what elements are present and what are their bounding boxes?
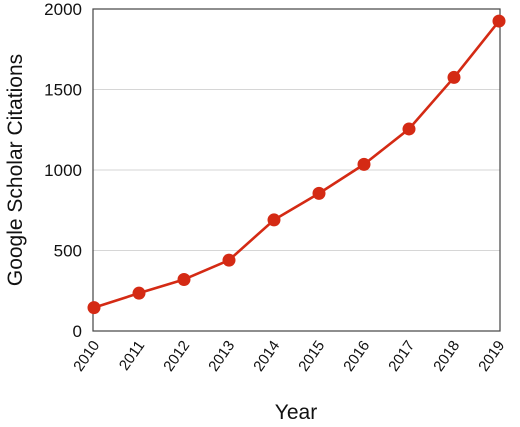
data-point-2011 xyxy=(132,286,146,300)
y-tick-label: 0 xyxy=(73,322,82,341)
y-axis-title: Google Scholar Citations xyxy=(4,54,27,286)
gridlines xyxy=(93,89,500,251)
x-tick-label: 2019 xyxy=(475,338,508,375)
x-tick-label: 2015 xyxy=(295,338,328,375)
data-point-2010 xyxy=(87,301,101,315)
data-point-2013 xyxy=(222,253,236,267)
x-tick-label: 2016 xyxy=(340,338,373,375)
data-point-2019 xyxy=(492,14,506,28)
data-point-2016 xyxy=(357,157,371,171)
series-line xyxy=(93,20,501,309)
x-axis-ticks: 2010 2011 2012 2013 2014 2015 2016 2017 2018 2019 xyxy=(70,338,508,375)
series-points xyxy=(87,14,506,315)
y-tick-label: 500 xyxy=(54,242,82,261)
x-tick-label: 2012 xyxy=(160,338,193,375)
plot-frame xyxy=(92,8,501,332)
x-tick-label: 2017 xyxy=(385,338,418,375)
y-tick-label: 2000 xyxy=(44,0,82,19)
data-point-2017 xyxy=(402,122,416,136)
x-tick-label: 2014 xyxy=(250,338,283,375)
y-tick-label: 1500 xyxy=(44,81,82,100)
x-tick-label: 2018 xyxy=(430,338,463,375)
x-axis-title: Year xyxy=(275,401,317,424)
data-point-2015 xyxy=(312,186,326,200)
x-tick-label: 2011 xyxy=(116,338,148,374)
y-tick-label: 1000 xyxy=(44,161,82,180)
data-point-2018 xyxy=(447,70,461,84)
x-tick-label: 2013 xyxy=(205,338,238,375)
y-axis-ticks: 0 500 1000 1500 2000 xyxy=(44,0,82,341)
data-point-2012 xyxy=(177,272,191,286)
data-point-2014 xyxy=(267,213,281,227)
x-tick-label: 2010 xyxy=(70,338,103,375)
